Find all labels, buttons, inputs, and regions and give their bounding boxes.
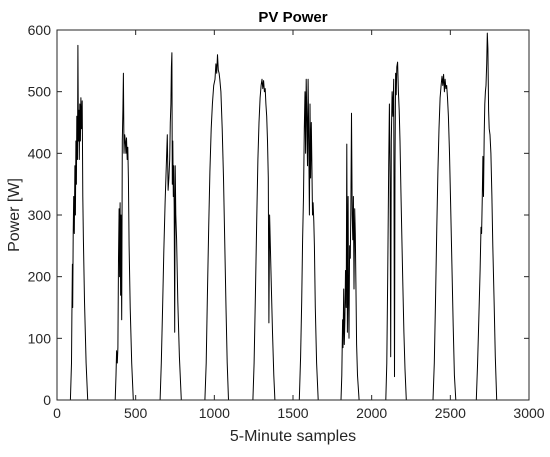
y-tick-label: 400 <box>28 145 52 161</box>
x-tick-label: 2000 <box>356 405 387 421</box>
y-axis-label: Power [W] <box>6 178 23 252</box>
x-tick-label: 2500 <box>435 405 466 421</box>
y-tick-label: 100 <box>28 330 52 346</box>
y-tick-label: 300 <box>28 207 52 223</box>
y-tick-label: 500 <box>28 84 52 100</box>
x-axis-label: 5-Minute samples <box>230 428 356 445</box>
x-tick-label: 1500 <box>277 405 308 421</box>
y-tick-label: 0 <box>43 392 51 408</box>
y-tick-label: 600 <box>28 22 52 38</box>
plot-area <box>57 30 529 400</box>
x-tick-label: 1000 <box>199 405 230 421</box>
axis-ticks: 0 500 1000 1500 2000 2500 3000 0 100 200 300 400 500… <box>28 22 545 421</box>
y-tick-label: 200 <box>28 269 52 285</box>
chart-title: PV Power <box>258 9 327 26</box>
x-tick-label: 0 <box>53 405 61 421</box>
x-tick-label: 500 <box>124 405 148 421</box>
axes-box <box>56 29 530 401</box>
x-tick-label: 3000 <box>513 405 544 421</box>
